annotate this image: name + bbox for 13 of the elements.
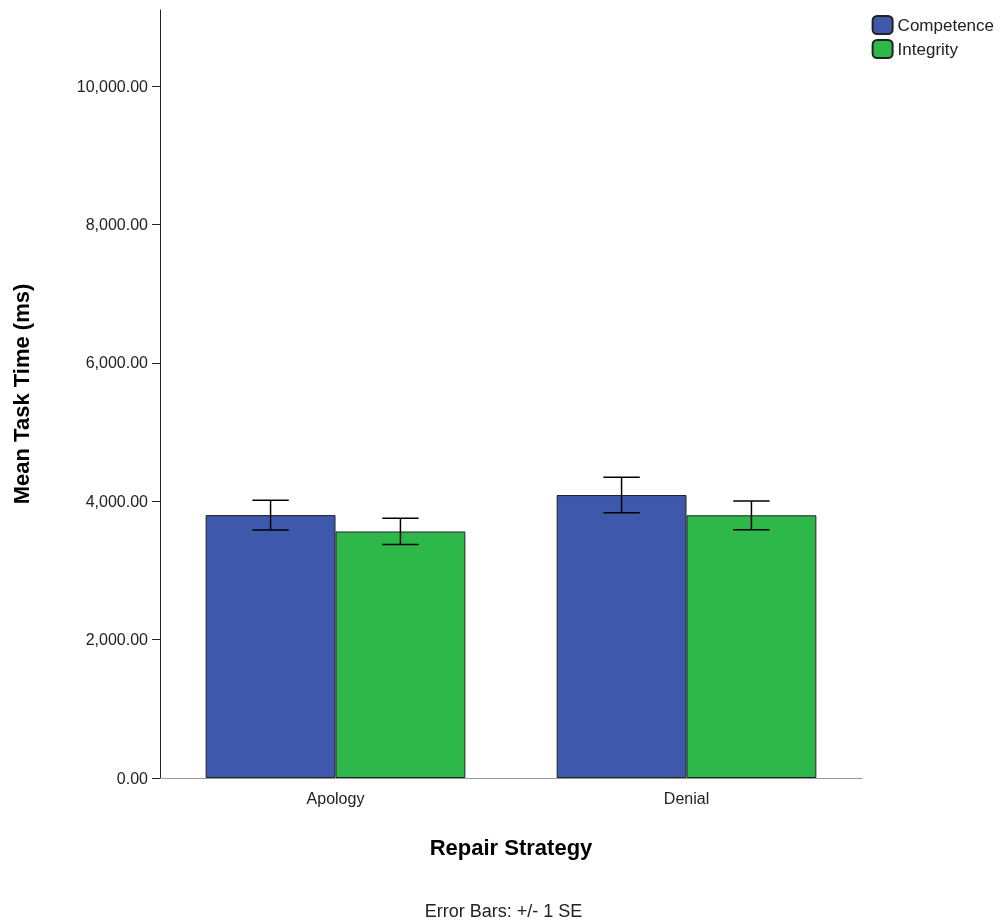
legend-label: Competence (897, 15, 994, 35)
x-tick-label: Apology (306, 789, 365, 807)
x-axis-title: Repair Strategy (429, 834, 594, 860)
y-tick-label: 4,000.00 (85, 492, 149, 510)
text: Error Bars: +/- 1 SE (424, 901, 583, 921)
y-tick-label: 8,000.00 (85, 215, 149, 233)
y-tick-label: 6,000.00 (85, 354, 149, 372)
legend-label: Integrity (897, 39, 959, 59)
x-tick-label: Denial (663, 789, 710, 807)
y-tick-label: 0.00 (116, 769, 149, 787)
y-tick-label: 2,000.00 (85, 631, 149, 649)
y-axis-title: Mean Task Time (ms) (8, 283, 34, 505)
y-tick-label: 10,000.00 (76, 77, 149, 95)
